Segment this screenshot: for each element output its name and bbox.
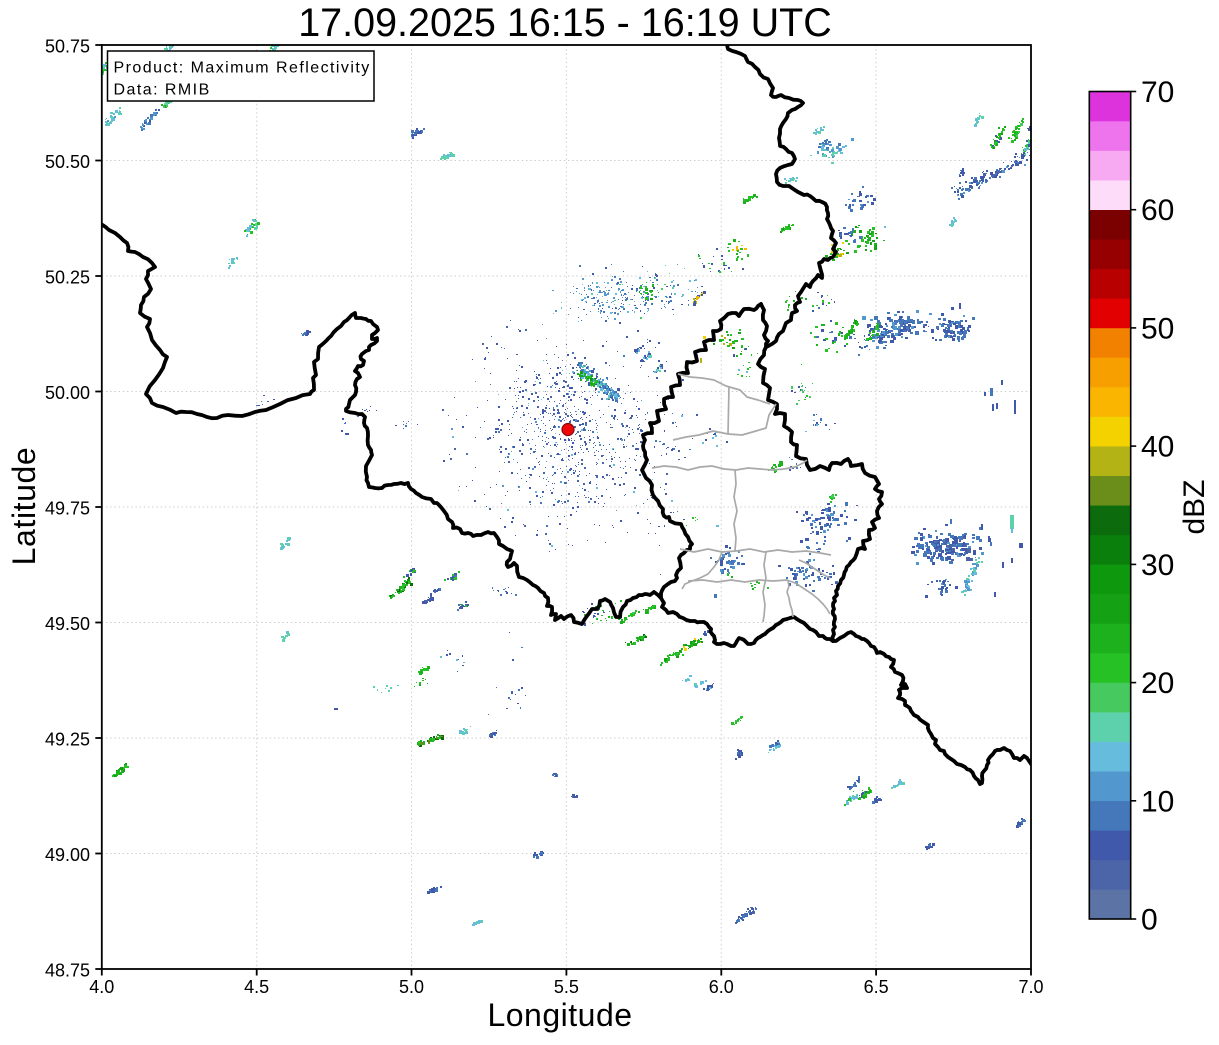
svg-text:Data: RMIB: Data: RMIB xyxy=(114,82,211,99)
svg-text:17.09.2025 16:15 - 16:19 UTC: 17.09.2025 16:15 - 16:19 UTC xyxy=(298,1,832,45)
svg-text:Latitude: Latitude xyxy=(6,447,42,566)
svg-text:60: 60 xyxy=(1141,194,1174,227)
svg-text:49.00: 49.00 xyxy=(45,845,90,865)
svg-text:10: 10 xyxy=(1141,785,1174,818)
svg-text:Longitude: Longitude xyxy=(487,997,632,1033)
svg-text:49.25: 49.25 xyxy=(45,730,90,750)
svg-text:7.0: 7.0 xyxy=(1018,977,1043,997)
svg-text:0: 0 xyxy=(1141,904,1158,937)
svg-text:5.5: 5.5 xyxy=(554,977,579,997)
svg-text:6.0: 6.0 xyxy=(709,977,734,997)
svg-text:49.50: 49.50 xyxy=(45,614,90,634)
svg-text:5.0: 5.0 xyxy=(399,977,424,997)
svg-text:dBZ: dBZ xyxy=(1178,479,1211,534)
svg-text:50.75: 50.75 xyxy=(45,37,90,57)
svg-text:50.50: 50.50 xyxy=(45,152,90,172)
svg-text:40: 40 xyxy=(1141,431,1174,464)
svg-text:50: 50 xyxy=(1141,312,1174,345)
svg-text:6.5: 6.5 xyxy=(864,977,889,997)
svg-text:Product: Maximum Reflectivity: Product: Maximum Reflectivity xyxy=(114,60,371,77)
svg-text:50.00: 50.00 xyxy=(45,383,90,403)
svg-text:4.5: 4.5 xyxy=(244,977,269,997)
svg-text:4.0: 4.0 xyxy=(89,977,114,997)
svg-text:48.75: 48.75 xyxy=(45,961,90,981)
svg-text:30: 30 xyxy=(1141,549,1174,582)
svg-text:20: 20 xyxy=(1141,667,1174,700)
svg-text:50.25: 50.25 xyxy=(45,268,90,288)
svg-text:49.75: 49.75 xyxy=(45,499,90,519)
svg-text:70: 70 xyxy=(1141,76,1174,109)
